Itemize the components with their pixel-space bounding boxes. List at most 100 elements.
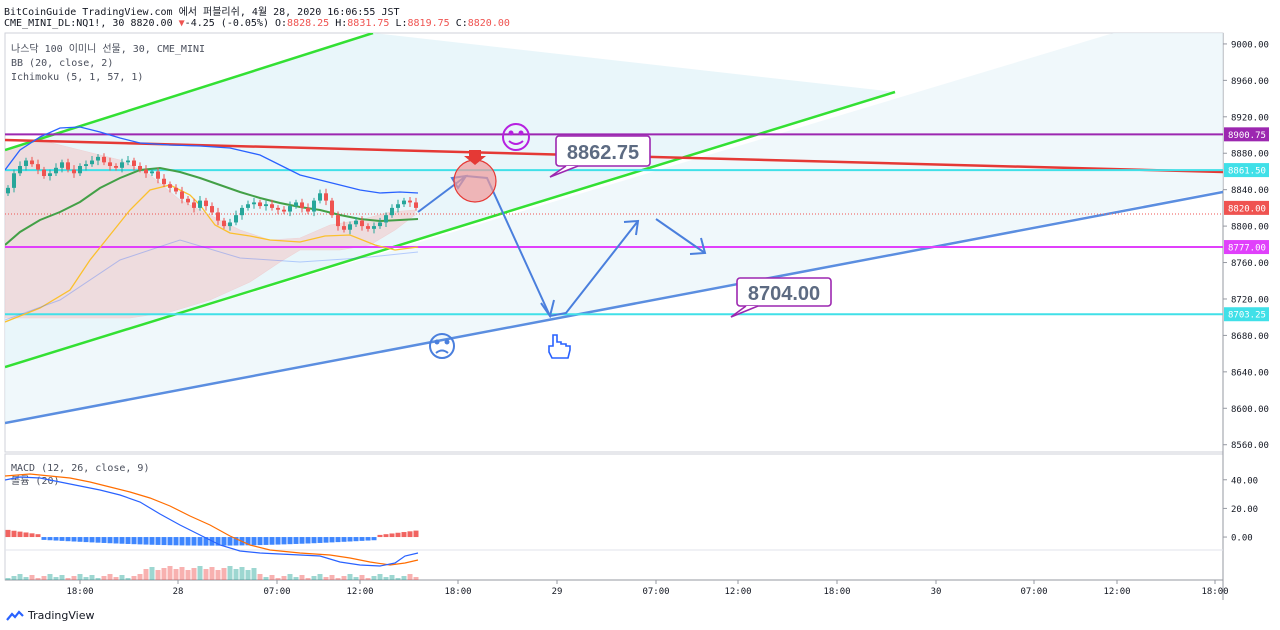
candle[interactable]: [174, 184, 178, 195]
candle[interactable]: [258, 199, 262, 209]
candle[interactable]: [366, 223, 370, 232]
candle[interactable]: [396, 199, 400, 213]
time-axis[interactable]: 18:00 28 07:00 12:00 18:00 29 07:00 12:00 18:00 3…: [66, 580, 1229, 597]
candle[interactable]: [132, 157, 136, 171]
candle[interactable]: [372, 222, 376, 234]
price-label-text: 8777.00: [1228, 244, 1266, 254]
legend-ichimoku[interactable]: Ichimoku (5, 1, 57, 1): [11, 72, 143, 83]
blue-trend-line[interactable]: [5, 190, 1223, 425]
candle[interactable]: [156, 167, 160, 184]
candle[interactable]: [264, 200, 268, 211]
candle[interactable]: [348, 221, 352, 235]
candle[interactable]: [54, 163, 58, 177]
candle[interactable]: [12, 169, 16, 193]
candle[interactable]: [240, 205, 244, 220]
candle[interactable]: [270, 199, 274, 211]
candle[interactable]: [186, 196, 190, 206]
tradingview-brand[interactable]: TradingView: [6, 609, 94, 622]
candle[interactable]: [222, 217, 226, 229]
macd-hist-bar: [371, 537, 377, 541]
candle[interactable]: [282, 206, 286, 215]
resistance-circle[interactable]: [453, 159, 497, 203]
candle[interactable]: [6, 185, 10, 197]
candle[interactable]: [42, 166, 46, 179]
macd-pane[interactable]: [4, 453, 1224, 581]
candle[interactable]: [66, 158, 70, 173]
green-channel-upper[interactable]: [5, 33, 374, 152]
macd-hist-bar: [323, 537, 329, 543]
volume-bar: [257, 574, 263, 580]
candle[interactable]: [108, 157, 112, 171]
candle[interactable]: [312, 197, 316, 217]
candle[interactable]: [216, 207, 220, 226]
candle[interactable]: [354, 216, 358, 228]
candle[interactable]: [276, 205, 280, 215]
candle[interactable]: [78, 163, 82, 177]
lower-zone-fill: [5, 33, 1223, 423]
green-channel-lower[interactable]: [5, 90, 896, 369]
time-tick-label: 30: [931, 587, 942, 597]
macd-hist-bar: [281, 537, 287, 545]
volume-bar: [311, 576, 317, 580]
candle[interactable]: [96, 154, 100, 166]
symbol-name[interactable]: CME_MINI_DL:NQ1!, 30: [4, 18, 125, 29]
macd-axis[interactable]: 40.00 20.00 0.00: [1223, 476, 1258, 544]
candle[interactable]: [252, 197, 256, 209]
candle[interactable]: [102, 153, 106, 166]
candle[interactable]: [168, 181, 172, 193]
candle[interactable]: [402, 197, 406, 207]
candle[interactable]: [378, 217, 382, 229]
candle[interactable]: [192, 198, 196, 213]
candle[interactable]: [390, 204, 394, 218]
candle[interactable]: [180, 186, 184, 204]
macd-hist-bar: [215, 537, 221, 546]
candle[interactable]: [288, 201, 292, 217]
candle[interactable]: [306, 203, 310, 215]
candle[interactable]: [198, 196, 202, 211]
candle[interactable]: [228, 218, 232, 231]
candle[interactable]: [324, 188, 328, 206]
macd-hist-bar: [353, 537, 359, 542]
legend-bb[interactable]: BB (20, close, 2): [11, 58, 113, 69]
candle[interactable]: [318, 189, 322, 204]
candle[interactable]: [18, 161, 22, 177]
candle[interactable]: [150, 168, 154, 177]
candle[interactable]: [114, 163, 118, 171]
macd-hist-bar: [149, 537, 155, 545]
candle[interactable]: [30, 156, 34, 167]
candle[interactable]: [144, 165, 148, 178]
candle[interactable]: [204, 197, 208, 211]
candle[interactable]: [36, 159, 40, 175]
candle[interactable]: [342, 221, 346, 233]
legend-title[interactable]: 나스닥 100 이미니 선물, 30, CME_MINI: [11, 43, 205, 55]
candle[interactable]: [414, 197, 418, 211]
candle[interactable]: [138, 162, 142, 173]
candles[interactable]: [6, 153, 418, 235]
candle[interactable]: [84, 160, 88, 171]
candle[interactable]: [336, 211, 340, 231]
candle[interactable]: [60, 159, 64, 173]
candle[interactable]: [384, 212, 388, 228]
candle[interactable]: [294, 199, 298, 209]
candle[interactable]: [330, 197, 334, 218]
candle[interactable]: [210, 202, 214, 216]
candle[interactable]: [246, 200, 250, 211]
annotation-8862[interactable]: 8862.75: [549, 135, 651, 178]
candle[interactable]: [90, 155, 94, 167]
legend-macd[interactable]: MACD (12, 26, close, 9): [11, 463, 149, 474]
candle[interactable]: [162, 174, 166, 187]
candle[interactable]: [300, 198, 304, 213]
candle[interactable]: [48, 169, 52, 181]
candle[interactable]: [24, 157, 28, 171]
candle[interactable]: [360, 216, 364, 231]
candle[interactable]: [120, 158, 124, 173]
candle[interactable]: [126, 155, 130, 166]
candle[interactable]: [234, 210, 238, 226]
volume-bar: [161, 568, 167, 580]
candle[interactable]: [72, 165, 76, 178]
legend-volume[interactable]: 볼륨 (20): [11, 475, 60, 487]
annotation-8704[interactable]: 8704.00: [730, 277, 832, 318]
price-axis[interactable]: 9000.00 8960.00 8920.00 8880.00 8840.00 8800.…: [1223, 40, 1269, 451]
candle[interactable]: [408, 196, 412, 207]
